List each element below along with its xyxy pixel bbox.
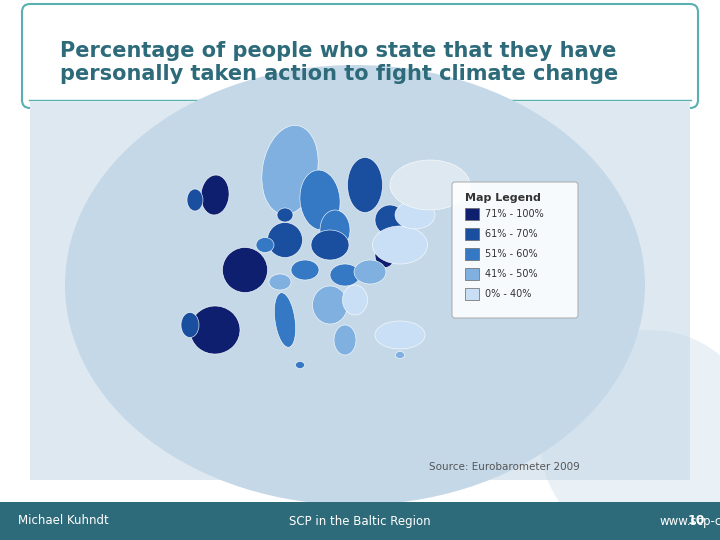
Ellipse shape — [65, 65, 645, 505]
Bar — [465, 228, 479, 240]
Text: 61% - 70%: 61% - 70% — [485, 229, 538, 239]
FancyBboxPatch shape — [22, 4, 698, 108]
Ellipse shape — [390, 160, 470, 210]
Ellipse shape — [375, 321, 425, 349]
Ellipse shape — [343, 285, 367, 315]
Ellipse shape — [295, 361, 305, 368]
Ellipse shape — [375, 242, 395, 267]
Bar — [0, 502, 720, 540]
Text: 71% - 100%: 71% - 100% — [485, 209, 544, 219]
Text: 10: 10 — [688, 515, 705, 528]
Ellipse shape — [256, 238, 274, 253]
Ellipse shape — [291, 260, 319, 280]
Ellipse shape — [540, 330, 720, 540]
Ellipse shape — [262, 125, 318, 214]
Text: www.scp-centre.org: www.scp-centre.org — [660, 515, 720, 528]
Bar — [465, 268, 479, 280]
Ellipse shape — [274, 293, 296, 347]
Ellipse shape — [190, 306, 240, 354]
Bar — [465, 288, 479, 300]
Text: 0% - 40%: 0% - 40% — [485, 289, 531, 299]
Ellipse shape — [222, 247, 268, 293]
Ellipse shape — [187, 189, 203, 211]
Bar — [30, 102, 690, 480]
Ellipse shape — [277, 208, 293, 222]
Ellipse shape — [372, 226, 428, 264]
Ellipse shape — [395, 352, 405, 359]
Bar — [465, 208, 479, 220]
Ellipse shape — [395, 201, 435, 229]
FancyBboxPatch shape — [452, 182, 578, 318]
Ellipse shape — [268, 222, 302, 258]
Text: personally taken action to fight climate change: personally taken action to fight climate… — [60, 64, 618, 84]
Ellipse shape — [201, 175, 229, 215]
Text: SCP in the Baltic Region: SCP in the Baltic Region — [289, 515, 431, 528]
Text: Map Legend: Map Legend — [465, 193, 541, 203]
Text: Source: Eurobarometer 2009: Source: Eurobarometer 2009 — [429, 462, 580, 472]
Ellipse shape — [300, 170, 340, 230]
Ellipse shape — [375, 205, 405, 235]
Bar — [465, 248, 479, 260]
Ellipse shape — [330, 264, 360, 286]
Text: Michael Kuhndt: Michael Kuhndt — [18, 515, 109, 528]
Ellipse shape — [320, 210, 350, 250]
Ellipse shape — [181, 313, 199, 338]
Text: 51% - 60%: 51% - 60% — [485, 249, 538, 259]
Ellipse shape — [312, 286, 348, 324]
Ellipse shape — [311, 230, 349, 260]
Ellipse shape — [354, 260, 386, 284]
Ellipse shape — [348, 158, 382, 213]
Text: 41% - 50%: 41% - 50% — [485, 269, 538, 279]
Text: Percentage of people who state that they have: Percentage of people who state that they… — [60, 41, 616, 61]
Ellipse shape — [334, 325, 356, 355]
Ellipse shape — [269, 274, 291, 290]
